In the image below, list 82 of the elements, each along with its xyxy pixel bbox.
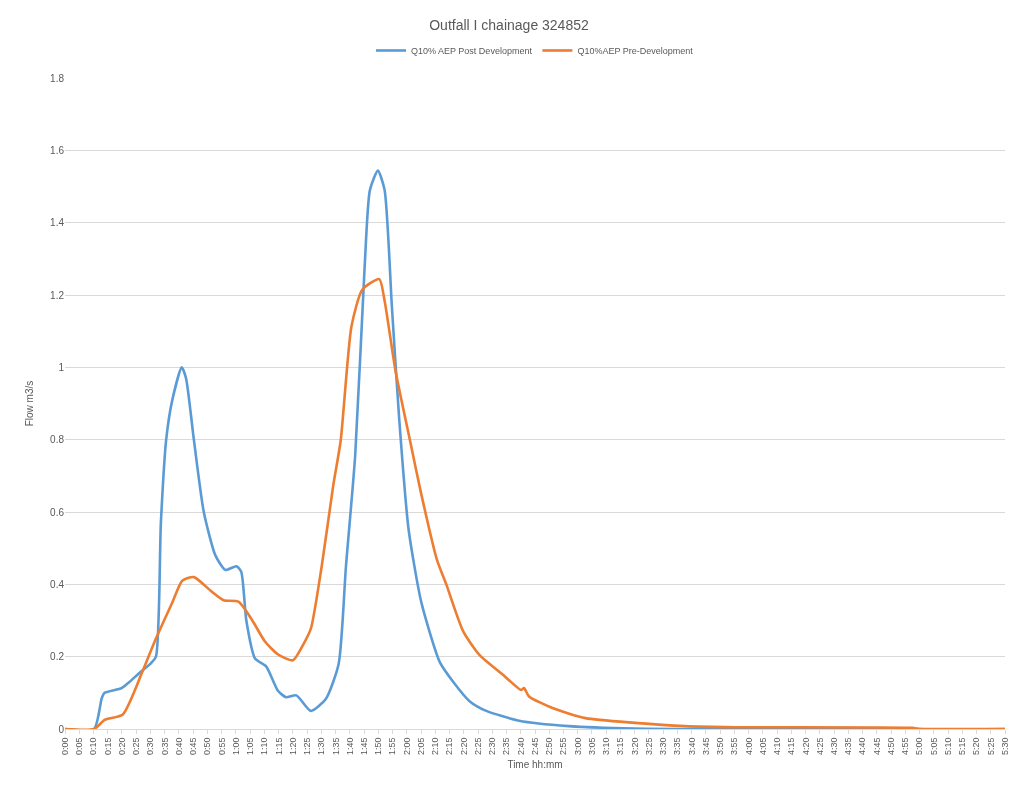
x-tick-label: 2:40	[515, 737, 526, 756]
x-tick-label: 0:55	[216, 737, 227, 756]
x-tick-label: 0:00	[59, 737, 70, 756]
x-tick-label: 2:25	[472, 737, 483, 756]
x-tick-label: 0:45	[188, 737, 199, 756]
x-tick-label: 4:30	[829, 737, 840, 756]
x-tick-label: 3:05	[586, 737, 597, 756]
x-tick-label: 1:55	[387, 737, 398, 756]
x-tick-label: 2:00	[401, 737, 412, 756]
x-tick-label: 4:55	[900, 737, 911, 756]
x-tick-label: 1:15	[273, 737, 284, 756]
x-tick-label: 5:20	[971, 737, 982, 756]
x-tick-label: 3:45	[700, 737, 711, 756]
x-tick-label: 3:20	[629, 737, 640, 756]
x-tick-label: 3:55	[729, 737, 740, 756]
x-tick-label: 2:35	[501, 737, 512, 756]
x-tick-label: 3:40	[686, 737, 697, 756]
y-tick-label: 0.6	[50, 506, 65, 518]
x-tick-label: 5:25	[985, 737, 996, 756]
x-tick-label: 4:50	[885, 737, 896, 756]
y-tick-label: 1	[58, 361, 65, 373]
x-tick-label: 0:15	[102, 737, 113, 756]
x-tick-label: 0:50	[202, 737, 213, 756]
x-tick-label: 4:40	[857, 737, 868, 756]
x-tick-label: 5:10	[942, 737, 953, 756]
x-tick-label: 0:40	[173, 737, 184, 756]
x-tick-label: 3:10	[601, 737, 612, 756]
x-tick-label: 1:00	[230, 737, 241, 756]
x-tick-label: 4:35	[843, 737, 854, 756]
x-tick-label: 3:50	[715, 737, 726, 756]
legend-label: Q10%AEP Pre-Development	[577, 45, 694, 56]
x-tick-label: 5:00	[914, 737, 925, 756]
x-tick-label: 2:50	[544, 737, 555, 756]
x-tick-label: 4:45	[871, 737, 882, 756]
x-tick-label: 0:35	[159, 737, 170, 756]
x-tick-label: 1:10	[259, 737, 270, 756]
x-tick-label: 2:20	[458, 737, 469, 756]
y-tick-label: 0	[58, 723, 65, 735]
x-tick-label: 3:00	[572, 737, 583, 756]
x-tick-label: 4:10	[772, 737, 783, 756]
x-axis-title: Time hh:mm	[507, 758, 563, 770]
x-tick-label: 4:25	[814, 737, 825, 756]
x-tick-label: 3:30	[658, 737, 669, 756]
x-tick-label: 0:10	[88, 737, 99, 756]
x-tick-label: 5:05	[928, 737, 939, 756]
x-tick-label: 5:15	[957, 737, 968, 756]
y-axis-title: Flow m3/s	[24, 380, 36, 427]
x-tick-label: 0:25	[131, 737, 142, 756]
x-tick-label: 4:05	[757, 737, 768, 756]
y-tick-label: 1.4	[50, 217, 65, 229]
x-tick-label: 1:35	[330, 737, 341, 756]
legend-label: Q10% AEP Post Development	[411, 45, 533, 56]
x-tick-label: 1:25	[302, 737, 313, 756]
y-tick-label: 0.8	[50, 434, 65, 446]
x-tick-label: 2:10	[430, 737, 441, 756]
x-tick-label: 1:05	[245, 737, 256, 756]
y-tick-label: 0.2	[50, 651, 65, 663]
y-tick-label: 1.2	[50, 289, 65, 301]
x-tick-label: 2:45	[529, 737, 540, 756]
x-tick-label: 2:05	[415, 737, 426, 756]
x-tick-label: 1:45	[359, 737, 370, 756]
x-tick-label: 2:15	[444, 737, 455, 756]
x-tick-label: 4:00	[743, 737, 754, 756]
x-tick-label: 1:20	[287, 737, 298, 756]
x-tick-label: 3:15	[615, 737, 626, 756]
chart-title: Outfall I chainage 324852	[429, 16, 589, 33]
x-tick-label: 2:55	[558, 737, 569, 756]
x-tick-label: 0:30	[145, 737, 156, 756]
x-tick-label: 0:05	[74, 737, 85, 756]
x-tick-label: 2:30	[487, 737, 498, 756]
x-tick-label: 3:25	[643, 737, 654, 756]
x-tick-label: 1:40	[344, 737, 355, 756]
y-tick-label: 1.8	[50, 72, 65, 84]
x-tick-label: 4:15	[786, 737, 797, 756]
x-tick-label: 0:20	[116, 737, 127, 756]
x-tick-label: 1:30	[316, 737, 327, 756]
x-tick-label: 3:35	[672, 737, 683, 756]
x-tick-label: 1:50	[373, 737, 384, 756]
x-tick-label: 4:20	[800, 737, 811, 756]
y-tick-label: 1.6	[50, 144, 65, 156]
x-tick-label: 5:30	[999, 737, 1010, 756]
y-tick-label: 0.4	[50, 578, 65, 590]
